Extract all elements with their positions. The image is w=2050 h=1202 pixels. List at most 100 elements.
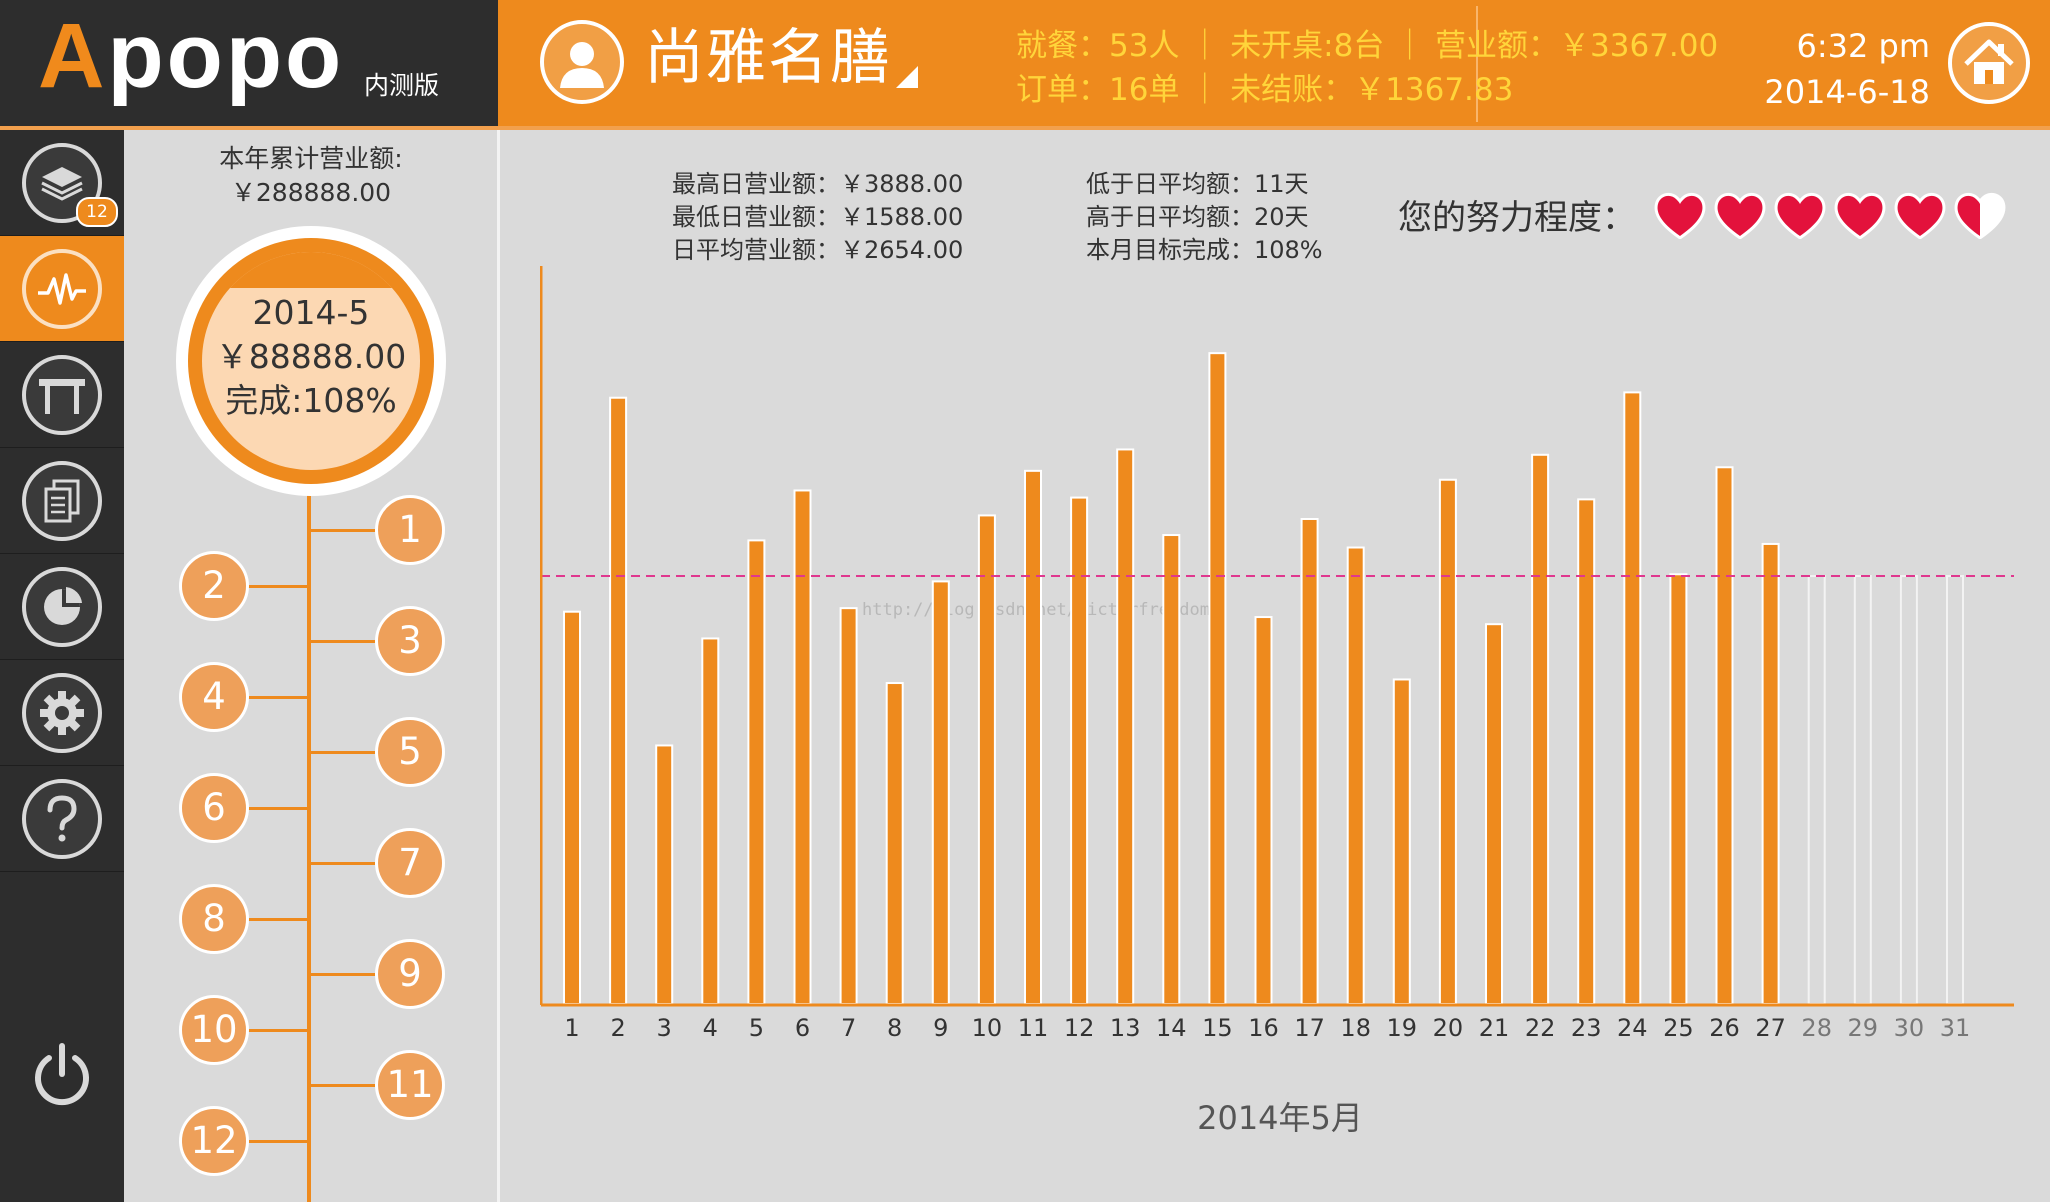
restaurant-dropdown-icon[interactable] [896, 66, 918, 88]
month-node-1[interactable]: 1 [375, 495, 445, 565]
bar-day-25 [1669, 573, 1688, 1005]
home-icon [1964, 39, 2014, 84]
bar-day-19 [1392, 678, 1411, 1005]
month-node-12[interactable]: 12 [179, 1105, 249, 1176]
header-time: 6:32 pm [1796, 27, 1930, 65]
bar-day-21 [1485, 623, 1503, 1005]
x-tick-label: 6 [795, 1014, 810, 1040]
bar-day-11 [1024, 469, 1042, 1005]
x-tick-label: 12 [1064, 1014, 1095, 1040]
x-tick-label: 18 [1340, 1014, 1371, 1040]
month-node-8[interactable]: 8 [179, 883, 249, 954]
power-icon [35, 1043, 89, 1106]
power-button[interactable] [0, 1000, 124, 1150]
bar-day-26 [1715, 466, 1734, 1006]
table-icon [39, 378, 85, 414]
logo-area [0, 0, 498, 126]
stat-above-avg: 高于日平均额：20天 [1086, 203, 1309, 231]
month-timeline [307, 484, 311, 1202]
bar-future-day-31 [1946, 575, 1964, 1005]
month-node-10[interactable]: 10 [179, 994, 249, 1065]
year-revenue-label: 本年累计营业额: [219, 144, 403, 173]
x-tick-label: 2 [610, 1014, 625, 1040]
bar-day-13 [1116, 448, 1135, 1005]
month-connector [309, 1084, 375, 1087]
x-tick-label: 28 [1801, 1014, 1832, 1040]
year-revenue-value: ￥288888.00 [230, 178, 392, 207]
month-node-4[interactable]: 4 [179, 661, 249, 732]
month-node-2[interactable]: 2 [179, 550, 249, 621]
bar-day-17 [1300, 517, 1319, 1005]
bar-day-5 [747, 539, 766, 1005]
month-node-3[interactable]: 3 [375, 606, 445, 676]
bar-day-14 [1162, 534, 1181, 1005]
x-tick-label: 9 [933, 1014, 948, 1040]
user-avatar-button[interactable] [540, 20, 624, 104]
x-tick-label: 23 [1571, 1014, 1602, 1040]
bar-day-22 [1531, 453, 1550, 1006]
gear-icon [40, 690, 84, 735]
stat-min-daily: 最低日营业额：￥1588.00 [672, 203, 964, 231]
month-connector [309, 973, 375, 976]
bar-day-27 [1761, 542, 1780, 1005]
month-connector [244, 806, 310, 810]
x-tick-label: 20 [1433, 1014, 1464, 1040]
layers-icon [41, 166, 83, 201]
bar-day-6 [793, 489, 812, 1005]
x-tick-label: 13 [1110, 1014, 1141, 1040]
x-tick-label: 3 [657, 1014, 672, 1040]
x-tick-label: 8 [887, 1014, 902, 1040]
home-button[interactable] [1948, 22, 2030, 104]
month-node-5[interactable]: 5 [375, 717, 445, 787]
month-connector [244, 695, 310, 699]
x-tick-label: 29 [1848, 1014, 1879, 1040]
nav-statistics[interactable] [0, 554, 124, 660]
x-tick-label: 26 [1709, 1014, 1740, 1040]
nav-layers-badge: 12 [76, 196, 118, 227]
header-stats-line1: 就餐：53人 ｜ 未开桌:8台 ｜ 营业额：￥3367.00 [1016, 28, 1719, 64]
chart-title: 2014年5月 [1197, 1099, 1363, 1137]
bar-day-8 [885, 682, 904, 1005]
bar-day-18 [1346, 546, 1365, 1005]
month-node-9[interactable]: 9 [375, 939, 445, 1009]
stat-target: 本月目标完成：108% [1086, 236, 1323, 264]
nav-orders[interactable] [0, 448, 124, 554]
month-node-6[interactable]: 6 [179, 772, 249, 843]
selected-month-amount: ￥88888.00 [215, 337, 407, 376]
user-icon [560, 42, 604, 88]
month-connector [244, 584, 310, 588]
month-node-11[interactable]: 11 [375, 1050, 445, 1120]
x-tick-label: 1 [564, 1014, 579, 1040]
nav-revenue-chart[interactable] [0, 236, 124, 342]
nav-settings[interactable] [0, 660, 124, 766]
pulse-icon [38, 272, 86, 305]
restaurant-name[interactable]: 尚雅名膳 [644, 23, 892, 93]
x-tick-label: 14 [1156, 1014, 1187, 1040]
x-tick-label: 24 [1617, 1014, 1648, 1040]
app-logo: Apopo [38, 5, 345, 107]
bar-day-15 [1208, 352, 1227, 1006]
nav-layers[interactable]: 12 [0, 130, 124, 236]
bar-future-day-29 [1853, 575, 1872, 1005]
stat-below-avg: 低于日平均额：11天 [1086, 170, 1309, 198]
x-tick-label: 31 [1940, 1014, 1971, 1040]
x-tick-label: 21 [1479, 1014, 1510, 1040]
header-stats-line2: 订单：16单 ｜ 未结账：￥1367.83 [1016, 72, 1514, 108]
month-connector [309, 640, 375, 643]
bar-future-day-28 [1807, 575, 1826, 1005]
bar-day-7 [839, 607, 858, 1005]
stat-max-daily: 最高日营业额：￥3888.00 [672, 170, 964, 198]
header-divider [1476, 6, 1478, 122]
bar-day-3 [655, 744, 674, 1005]
nav-help[interactable] [0, 766, 124, 872]
bar-day-12 [1070, 496, 1089, 1005]
bar-day-24 [1623, 391, 1642, 1005]
month-node-7[interactable]: 7 [375, 828, 445, 898]
heart-icon [1834, 192, 1886, 239]
nav-tables[interactable] [0, 342, 124, 448]
header-underline [0, 126, 2050, 130]
bar-day-1 [563, 610, 581, 1005]
bar-day-16 [1254, 616, 1273, 1005]
selected-month-completion: 完成:108% [225, 381, 397, 420]
heart-icon [1894, 192, 1946, 239]
